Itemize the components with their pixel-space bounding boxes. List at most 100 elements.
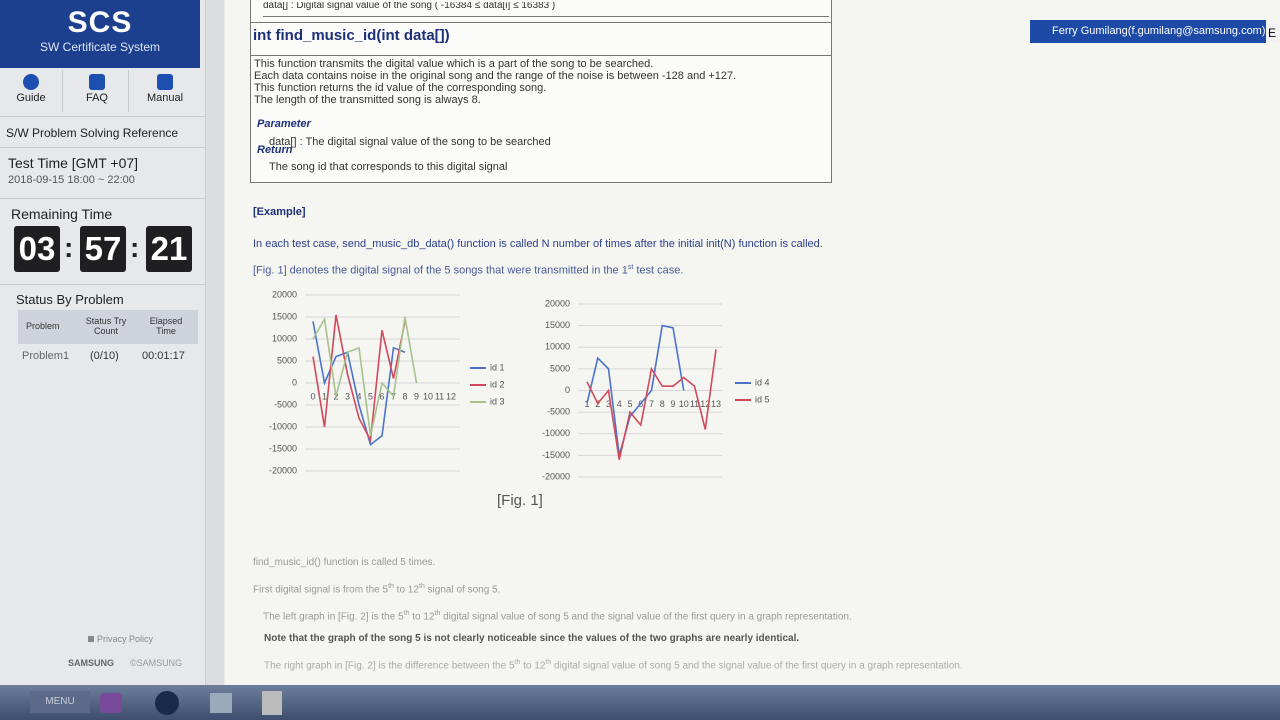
series-line — [312, 321, 406, 446]
description-line: Each data contains noise in the original… — [254, 70, 737, 82]
superscript: st — [627, 264, 634, 271]
x-tick-label: 2 — [333, 391, 338, 401]
y-tick-label: 5000 — [277, 355, 297, 365]
text-run: find_music_id() function is called 5 tim… — [253, 557, 436, 568]
y-tick-label: 15000 — [545, 320, 570, 330]
icon — [88, 636, 94, 642]
paragraph: In each test case, send_music_db_data() … — [253, 238, 823, 250]
status-cell: (0/10) — [90, 350, 119, 362]
y-tick-label: -5000 — [547, 407, 570, 417]
x-tick-label: 10 — [679, 399, 689, 409]
x-tick-label: 4 — [356, 391, 361, 401]
text-run: test case. — [633, 264, 684, 277]
x-tick-label: 12 — [700, 399, 710, 409]
status-cell[interactable]: Problem1 — [22, 350, 70, 362]
y-tick-label: 20000 — [545, 298, 570, 308]
remaining-section: Remaining Time — [0, 198, 211, 284]
header-cell: Problem — [26, 321, 60, 331]
y-tick-label: 10000 — [272, 333, 297, 343]
nav-guide[interactable]: Guide — [0, 70, 63, 112]
text-run: First digital signal is from the 5 — [253, 584, 389, 596]
logo-subtitle: SW Certificate System — [39, 40, 161, 54]
legend-label: id 2 — [490, 379, 505, 389]
figure-caption: [Fig. 1] — [497, 492, 543, 509]
y-tick-label: -20000 — [269, 465, 297, 475]
taskbar-icon[interactable] — [155, 691, 179, 715]
y-tick-label: -15000 — [269, 443, 297, 453]
paragraph: [Fig. 1] denotes the digital signal of t… — [253, 264, 683, 277]
x-tick-label: 5 — [368, 391, 373, 401]
legend-label: id 4 — [755, 377, 770, 387]
remaining-label: Remaining Time — [11, 206, 113, 222]
reference-link[interactable]: S/W Problem Solving Reference — [0, 116, 206, 147]
exit-button[interactable]: E — [1266, 24, 1280, 42]
x-tick-label: 3 — [345, 391, 350, 401]
y-tick-label: 5000 — [550, 363, 570, 373]
gutter — [206, 0, 224, 685]
status-section: Status By Problem — [0, 284, 216, 375]
x-tick-label: 0 — [310, 391, 315, 401]
nav-faq[interactable]: FAQ — [66, 70, 129, 112]
y-tick-label: 15000 — [272, 311, 297, 321]
series-line — [586, 324, 685, 456]
x-tick-label: 7 — [649, 399, 654, 409]
user-badge[interactable]: Ferry Gumilang(f.gumilang@samsung.com) — [1030, 20, 1266, 43]
x-tick-label: 12 — [446, 391, 456, 401]
y-tick-label: -10000 — [269, 421, 297, 431]
x-tick-label: 4 — [617, 399, 622, 409]
series-line — [312, 314, 406, 443]
icon — [23, 74, 39, 90]
taskbar: MENU — [0, 685, 1280, 720]
user-name: Ferry Gumilang(f.gumilang@samsung.com) — [1052, 25, 1266, 37]
text-run: The left graph in [Fig. 2] is the 5 — [263, 611, 404, 623]
text-run: signal of song 5. — [424, 584, 501, 596]
nav-label: Guide — [16, 92, 46, 104]
text-run: to 12 — [393, 584, 419, 596]
text-run: [Fig. 1] denotes the digital signal of t… — [253, 264, 628, 277]
paragraph: The right graph in [Fig. 2] is the diffe… — [264, 659, 963, 671]
x-tick-label: 5 — [627, 399, 632, 409]
paragraph: The left graph in [Fig. 2] is the 5th to… — [263, 610, 852, 622]
privacy: Privacy Policy — [97, 634, 154, 644]
parameter: data[] : The digital signal value of the… — [269, 136, 551, 148]
logo[interactable]: SCS SW Certificate System — [0, 0, 200, 68]
signature: int find_music_id(int data[]) — [251, 22, 831, 56]
x-tick-label: 9 — [414, 391, 419, 401]
status-cell: 00:01:17 — [142, 350, 185, 362]
header-cell: Status Try Count — [85, 316, 127, 336]
x-tick-label: 13 — [711, 399, 721, 409]
nav-label: Manual — [146, 92, 184, 104]
superscript: th — [388, 583, 394, 590]
series-line — [586, 349, 717, 460]
menu-button[interactable]: MENU — [30, 691, 90, 713]
x-tick-label: 9 — [670, 399, 675, 409]
legend-label: id 1 — [490, 362, 505, 372]
function-box: data[] : Digital signal value of the son… — [250, 0, 832, 183]
x-tick-label: 3 — [606, 399, 611, 409]
y-tick-label: -15000 — [542, 450, 570, 460]
description-line: This function transmits the digital valu… — [254, 58, 654, 70]
text-run: to 12 — [409, 611, 435, 623]
top-cut: data[] : Digital signal value of the son… — [263, 2, 829, 17]
timer-sep: : — [64, 232, 74, 263]
timer-seconds: 21 — [146, 226, 192, 272]
test-time-label: Test Time [GMT +07] — [8, 155, 139, 171]
x-tick-label: 11 — [690, 399, 699, 409]
privacy-link[interactable]: Privacy Policy — [88, 634, 153, 644]
taskbar-icon[interactable] — [210, 693, 232, 713]
return-label: Return — [257, 144, 293, 156]
taskbar-icon[interactable] — [100, 693, 122, 713]
icon — [157, 74, 173, 90]
parameter-label: Parameter — [257, 118, 311, 130]
y-tick-label: -20000 — [542, 471, 570, 481]
taskbar-icon[interactable] — [262, 691, 282, 715]
brand: SAMSUNG — [68, 658, 115, 668]
text-run: Note that the graph of the song 5 is not… — [264, 633, 800, 644]
legend-label: id 5 — [755, 394, 770, 404]
nav-manual[interactable]: Manual — [134, 70, 196, 112]
x-tick-label: 8 — [660, 399, 665, 409]
icon — [89, 74, 105, 90]
x-tick-label: 10 — [423, 391, 433, 401]
